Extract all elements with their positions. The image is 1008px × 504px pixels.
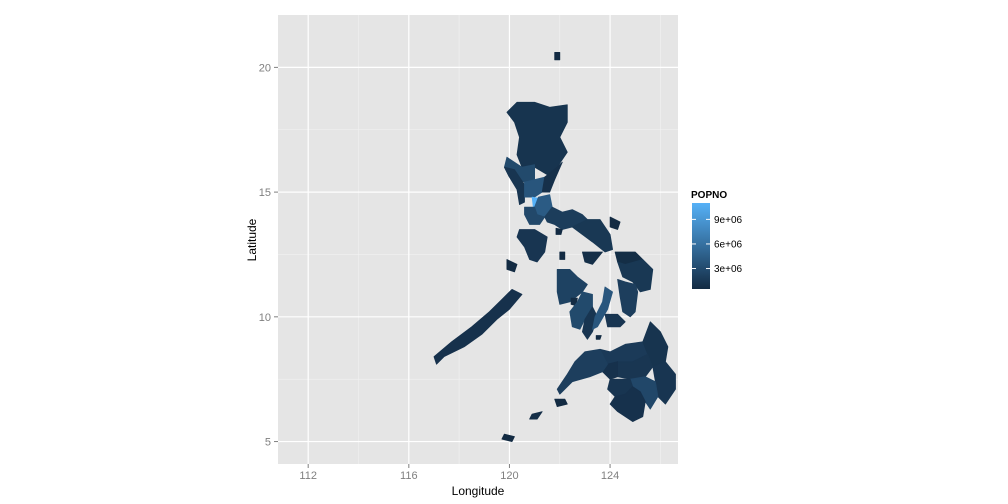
y-tick-label: 5 [265, 437, 271, 449]
region-shape [555, 227, 563, 235]
x-tick-label: 116 [400, 470, 418, 482]
region-shape [582, 251, 603, 265]
y-axis-title: Latitude [245, 218, 259, 261]
y-tick-label: 20 [259, 62, 271, 74]
region-shape [569, 291, 593, 330]
y-tick-label: 10 [259, 312, 271, 324]
region-shape [556, 348, 608, 395]
legend: POPNO 9e+06 6e+06 3e+06 [691, 190, 743, 289]
region-shape [541, 161, 563, 193]
region-shape [617, 353, 654, 380]
legend-label: 3e+06 [714, 264, 743, 275]
region-shape [506, 259, 518, 273]
map-regions [433, 52, 676, 443]
region-shape [609, 386, 646, 423]
region-shape [592, 286, 613, 330]
region-shape [433, 288, 523, 365]
x-axis-title: Longitude [452, 484, 505, 498]
region-shape [617, 259, 654, 293]
region-shape [559, 251, 566, 260]
region-shape [554, 398, 568, 408]
region-shape [503, 166, 525, 206]
legend-label: 9e+06 [714, 215, 743, 226]
region-shape [524, 206, 546, 225]
region-shape [604, 313, 626, 328]
legend-ticks: 9e+06 6e+06 3e+06 [692, 215, 743, 275]
region-shape [609, 216, 621, 230]
legend-title: POPNO [691, 190, 727, 201]
region-shape [554, 52, 561, 61]
region-shape [595, 335, 602, 340]
region-shape [571, 219, 613, 253]
x-tick-label: 120 [500, 470, 518, 482]
region-shape [516, 229, 548, 263]
x-tick-label: 112 [299, 470, 317, 482]
region-shape [529, 411, 543, 420]
legend-label: 6e+06 [714, 239, 743, 250]
y-tick-label: 15 [259, 187, 271, 199]
legend-colorbar [692, 203, 710, 289]
region-shape [501, 433, 515, 443]
axis-ticks: 112 116 120 124 5 10 15 20 [259, 62, 620, 482]
x-tick-label: 124 [601, 470, 619, 482]
region-shape [652, 361, 676, 405]
region-shape [506, 101, 568, 176]
region-shape [617, 278, 639, 318]
